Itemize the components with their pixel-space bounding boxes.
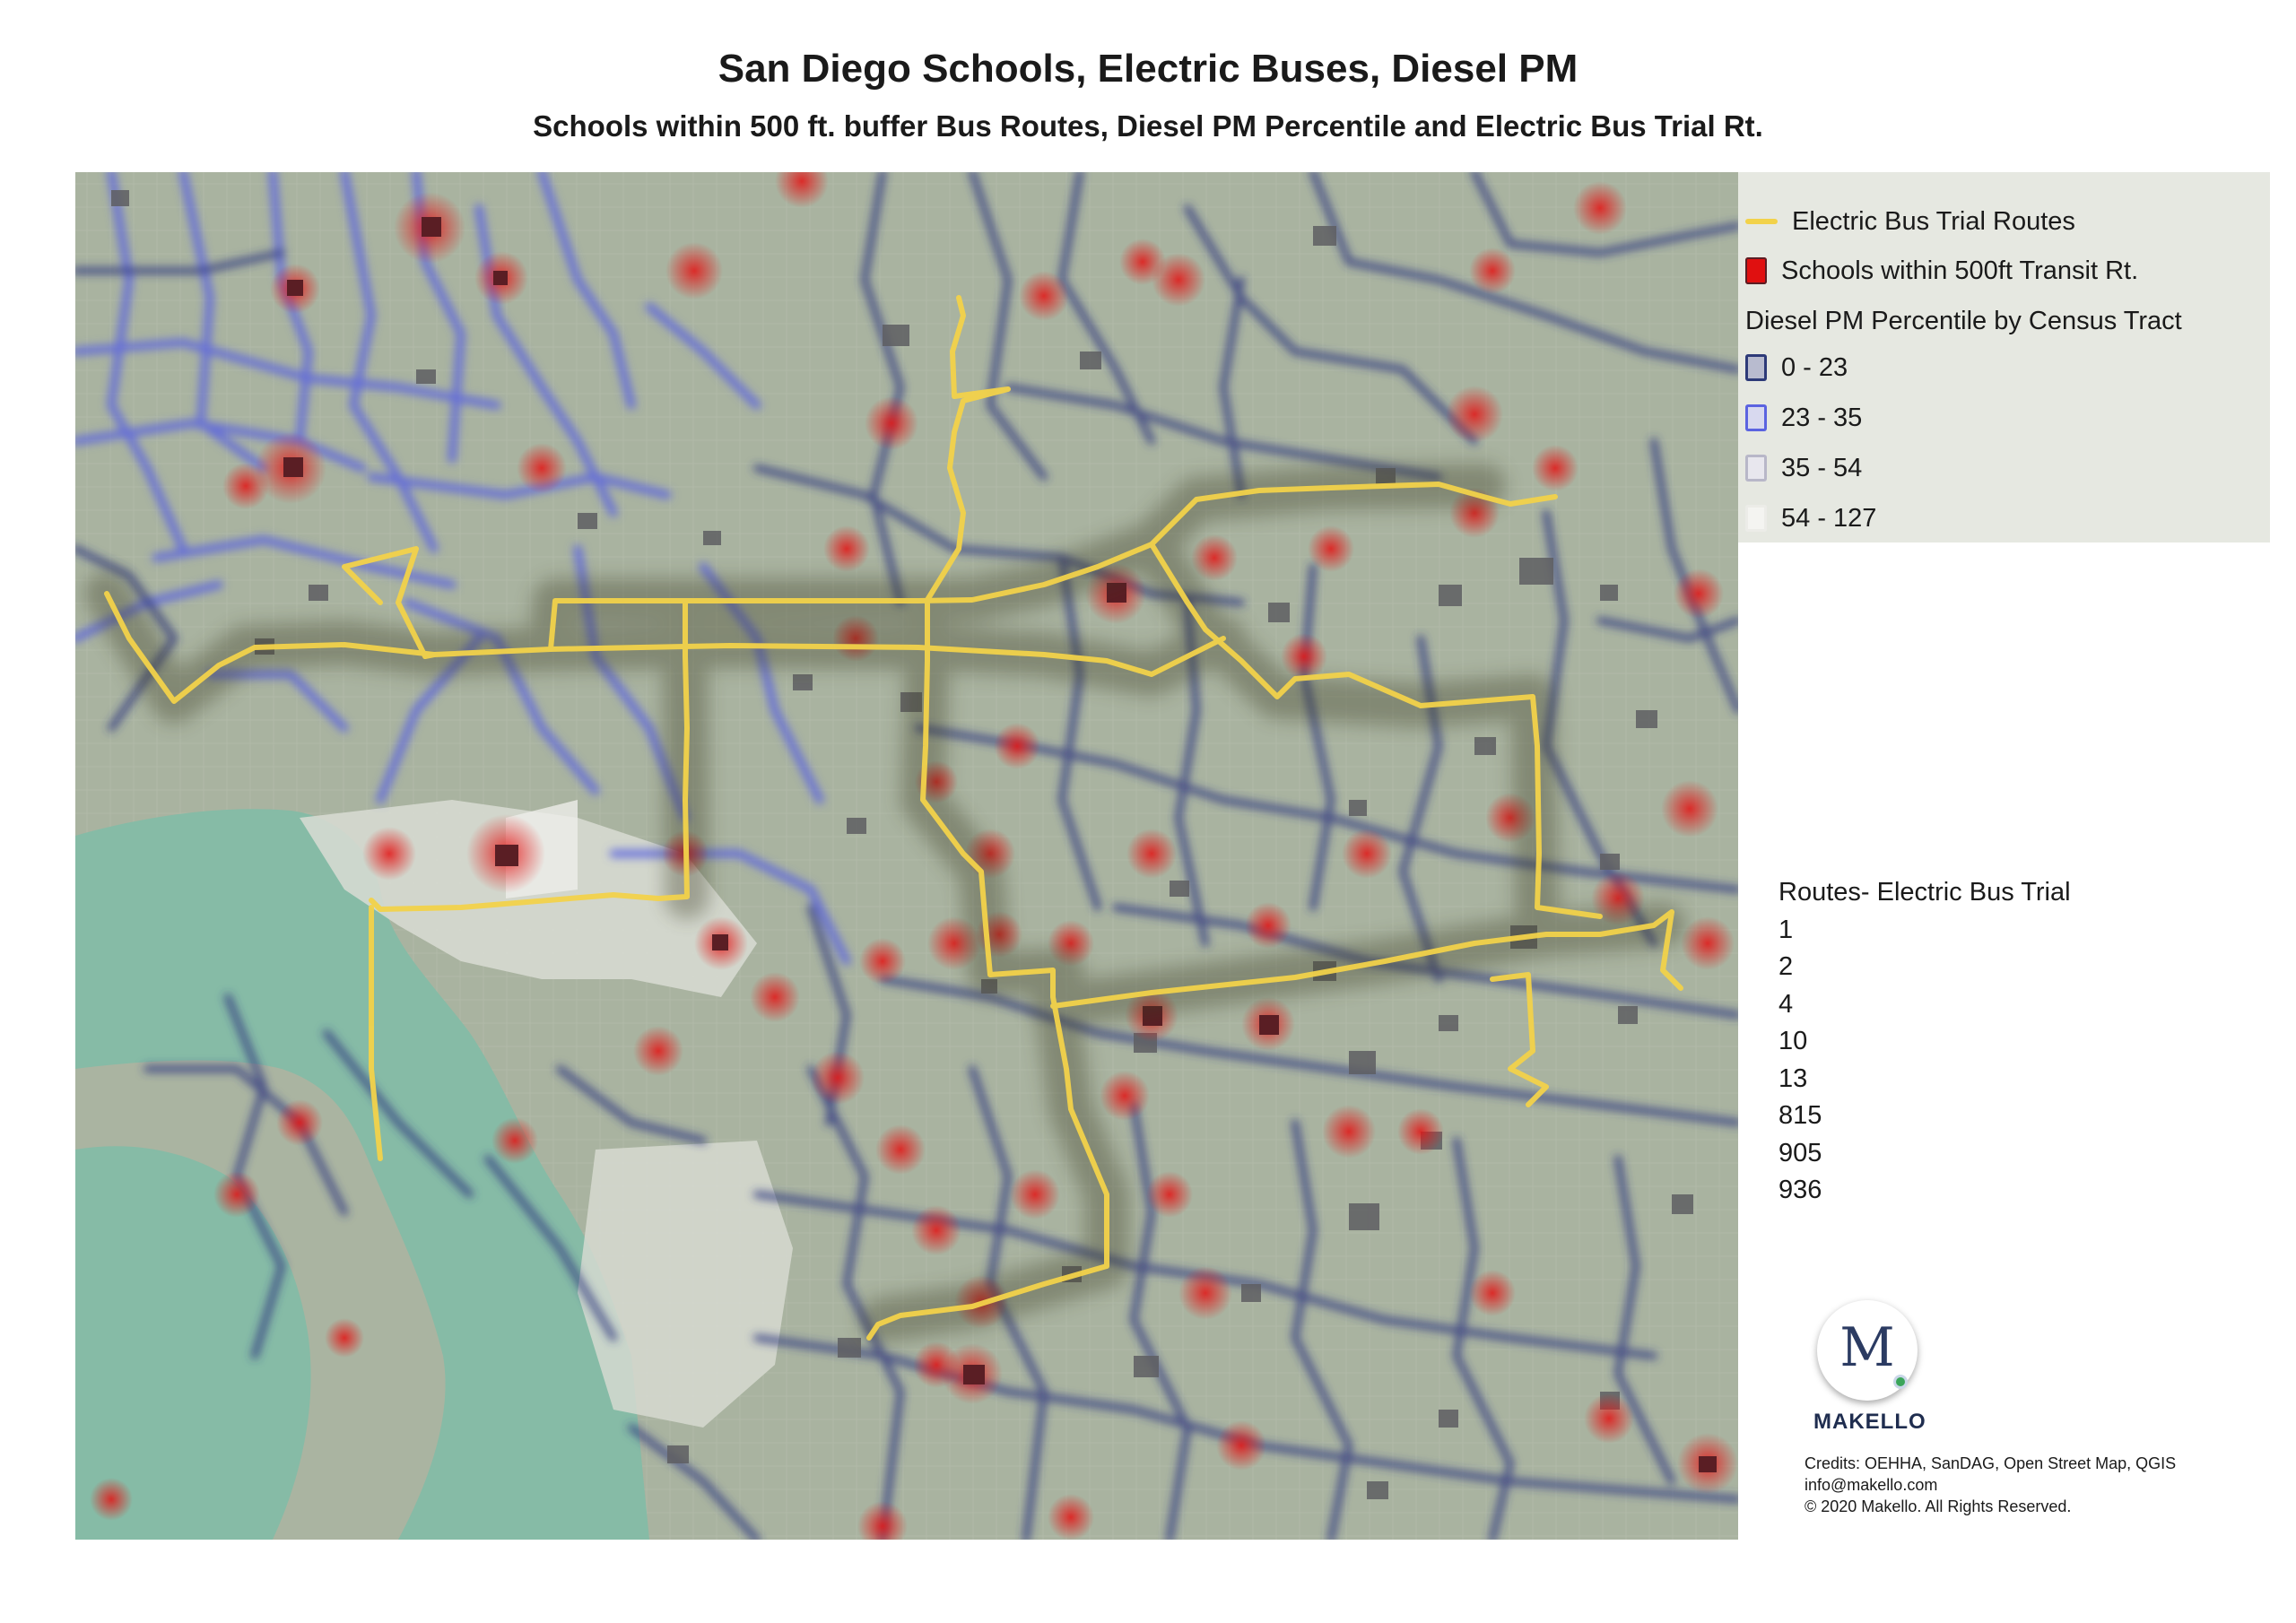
legend-class-3: 54 - 127 xyxy=(1745,500,1876,536)
logo-letter: M xyxy=(1839,1316,1895,1379)
route-815 xyxy=(1149,542,1603,919)
credits-email: info@makello.com xyxy=(1805,1476,1938,1494)
legend-class-3-label: 54 - 127 xyxy=(1781,503,1877,533)
route-item: 936 xyxy=(1779,1176,1822,1204)
makello-logo: M MAKELLO xyxy=(1813,1300,1926,1435)
route-downtown xyxy=(369,905,383,1161)
legend-class-1: 23 - 35 xyxy=(1745,400,1862,436)
route-item: 2 xyxy=(1779,952,1794,981)
route-item: 905 xyxy=(1779,1138,1822,1167)
legend-panel: Electric Bus Trial Routes Schools within… xyxy=(1738,172,2270,542)
school-markers xyxy=(283,217,1717,1472)
legend-class-0: 0 - 23 xyxy=(1745,350,1848,386)
legend-electric-routes: Electric Bus Trial Routes xyxy=(1745,204,2075,239)
class-3-swatch xyxy=(1745,505,1767,532)
national-city-tract xyxy=(578,1141,793,1428)
legend-electric-routes-label: Electric Bus Trial Routes xyxy=(1792,206,2075,236)
route-905 xyxy=(1490,972,1549,1107)
school-swatch xyxy=(1745,257,1767,284)
legend-schools: Schools within 500ft Transit Rt. xyxy=(1745,253,2138,289)
class-1-swatch xyxy=(1745,404,1767,431)
legend-class-0-label: 0 - 23 xyxy=(1781,352,1848,382)
routes-heading: Routes- Electric Bus Trial xyxy=(1779,878,2071,907)
logo-badge: M xyxy=(1817,1300,1918,1401)
route-line-swatch xyxy=(1745,219,1778,224)
route-item: 1 xyxy=(1779,915,1794,944)
logo-dot-icon xyxy=(1896,1377,1905,1386)
pacific-water xyxy=(75,1146,311,1540)
map-svg xyxy=(75,172,1738,1540)
routes-list: Routes- Electric Bus Trial 1 2 4 10 13 8… xyxy=(1779,874,2071,1210)
route-936 xyxy=(925,295,1011,603)
route-uptown xyxy=(342,546,437,659)
legend-diesel-heading: Diesel PM Percentile by Census Tract xyxy=(1745,307,2182,335)
route-13 xyxy=(1050,909,1683,1009)
legend-class-1-label: 23 - 35 xyxy=(1781,403,1863,432)
route-item: 10 xyxy=(1779,1027,1808,1055)
credits-block: Credits: OEHHA, SanDAG, Open Street Map,… xyxy=(1805,1453,2176,1517)
map-canvas[interactable] xyxy=(75,172,1738,1540)
legend-class-2-label: 35 - 54 xyxy=(1781,453,1863,482)
route-item: 13 xyxy=(1779,1063,1808,1093)
map-subtitle: Schools within 500 ft. buffer Bus Routes… xyxy=(533,109,1763,143)
class-2-swatch xyxy=(1745,455,1767,482)
logo-name: MAKELLO xyxy=(1813,1410,1926,1434)
class-0-swatch xyxy=(1745,354,1767,381)
route-10 xyxy=(866,597,1109,1341)
route-item: 4 xyxy=(1779,989,1794,1019)
route-4 xyxy=(369,598,690,912)
credits-sources: Credits: OEHHA, SanDAG, Open Street Map,… xyxy=(1805,1454,2177,1472)
map-title: San Diego Schools, Electric Buses, Diese… xyxy=(718,47,1578,91)
route-item: 815 xyxy=(1779,1101,1822,1130)
credits-copyright: © 2020 Makello. All Rights Reserved. xyxy=(1805,1497,2072,1515)
electric-bus-trial-routes xyxy=(84,295,1685,1342)
legend-schools-label: Schools within 500ft Transit Rt. xyxy=(1781,256,2139,285)
legend-class-2: 35 - 54 xyxy=(1745,450,1862,486)
